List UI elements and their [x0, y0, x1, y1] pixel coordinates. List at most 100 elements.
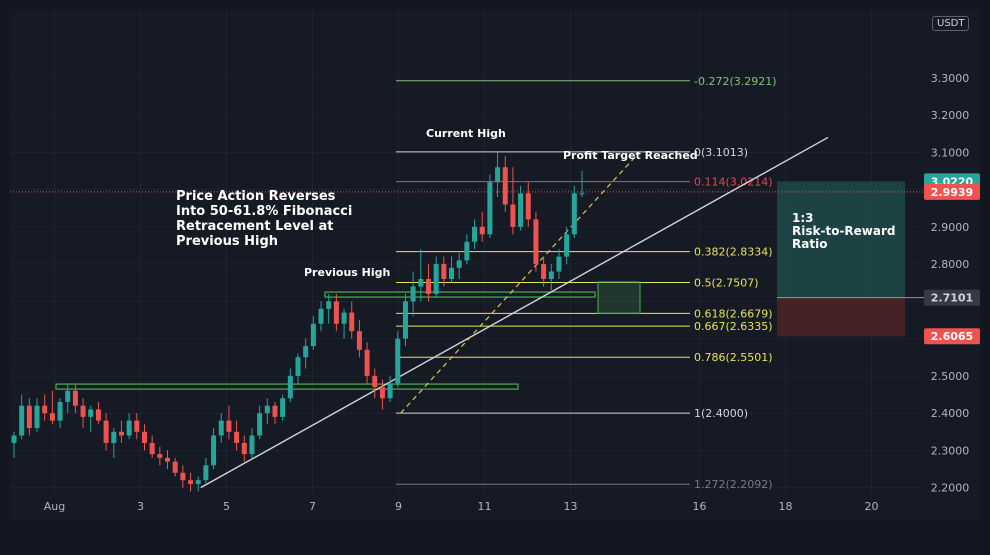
candle-body: [464, 241, 470, 261]
candle-body: [349, 312, 355, 332]
candle-body: [95, 409, 101, 421]
headline-text: Into 50-61.8% Fibonacci: [176, 204, 352, 219]
candle-body: [395, 338, 401, 384]
candle-body: [356, 331, 362, 350]
candle-body: [372, 375, 378, 388]
candle-body: [249, 435, 255, 455]
x-tick-label: 3: [137, 500, 144, 513]
candle-body: [287, 375, 293, 399]
candle-body: [303, 346, 309, 358]
candle-body: [80, 405, 86, 417]
candle-body: [295, 357, 301, 376]
candle-body: [19, 405, 25, 436]
ratio-label: Ratio: [792, 237, 827, 251]
candle-body: [425, 279, 431, 294]
candle-body: [441, 264, 447, 280]
currency-badge[interactable]: USDT: [932, 16, 970, 31]
candle-body: [326, 301, 332, 309]
candle-body: [203, 465, 209, 481]
price-tag-label: 2.7101: [931, 292, 973, 305]
candle-body: [34, 405, 40, 429]
candle-body: [126, 420, 132, 436]
candle-body: [487, 182, 493, 235]
candle-body: [149, 442, 155, 455]
y-tick-label: 2.4000: [931, 407, 970, 420]
x-tick-label: 5: [223, 500, 230, 513]
headline-text: Retracement Level at: [176, 219, 333, 234]
projection-line: [400, 151, 640, 414]
y-tick-label: 3.2000: [931, 109, 970, 122]
candle-body: [218, 420, 224, 436]
candle-body: [141, 431, 147, 443]
stop-zone: [777, 297, 905, 337]
candle-body: [272, 405, 278, 417]
price-tag-label: 2.9939: [931, 186, 973, 199]
fib-label: -0.272(3.2921): [694, 75, 777, 88]
y-tick-label: 3.1000: [931, 146, 970, 159]
ratio-label: Risk-to-Reward: [792, 224, 896, 238]
fib-label: 0.114(3.0214): [694, 176, 773, 189]
x-tick-label: 18: [779, 500, 793, 513]
y-tick-label: 3.3000: [931, 72, 970, 85]
candle-body: [280, 398, 286, 417]
candle-body: [456, 260, 462, 268]
x-tick-label: 16: [693, 500, 707, 513]
x-tick-label: 9: [395, 500, 402, 513]
fib-label: 1(2.4000): [694, 407, 748, 420]
y-tick-label: 2.2000: [931, 482, 970, 495]
target-zone: [777, 181, 905, 298]
candle-body: [571, 193, 577, 235]
fib-label: 0.5(2.7507): [694, 276, 759, 289]
chart-area[interactable]: Aug 3 5 7 9 11 13 16 18 20 1:3 Risk-to-Reward Ratio -…: [10, 10, 924, 520]
candle-body: [157, 454, 163, 458]
candle-body: [118, 431, 124, 436]
fib-label: 0.618(2.6679): [694, 307, 773, 320]
profit-target-label: Profit Target Reached: [563, 149, 698, 162]
candle-body: [433, 264, 439, 294]
entry-zone-box: [597, 281, 641, 314]
candle-body: [310, 323, 316, 347]
candle-body: [387, 383, 393, 399]
support-box-upper: [324, 291, 596, 298]
candle-body: [479, 226, 485, 235]
candle-body: [449, 267, 455, 280]
fib-label: 0.786(2.5501): [694, 351, 773, 364]
candle-body: [188, 480, 194, 484]
candle-body: [318, 308, 324, 324]
candle-body: [364, 349, 370, 376]
candle-body: [134, 420, 140, 432]
candle-body: [72, 390, 78, 406]
x-tick-label: 11: [478, 500, 492, 513]
price-axis[interactable]: 3.30003.20003.10003.00002.90002.80002.70…: [924, 10, 980, 520]
candle-body: [49, 413, 55, 421]
fib-label: 0.382(2.8334): [694, 246, 773, 259]
candle-body: [564, 234, 570, 257]
candle-body: [502, 167, 508, 205]
fib-label: 0(3.1013): [694, 146, 748, 159]
ratio-label: 1:3: [792, 211, 814, 225]
candle-body: [410, 286, 416, 302]
candle-body: [548, 271, 554, 280]
current-high-label: Current High: [426, 127, 506, 140]
trendline: [200, 136, 829, 489]
x-tick-label: 20: [865, 500, 879, 513]
candle-body: [257, 413, 263, 436]
candle-body: [57, 401, 63, 421]
x-tick-label: Aug: [44, 500, 65, 513]
headline-text: Previous High: [176, 234, 278, 249]
previous-high-label: Previous High: [304, 266, 390, 279]
candle-body: [556, 256, 562, 272]
support-box-lower: [55, 383, 519, 390]
candle-body: [472, 226, 478, 242]
candle-body: [180, 472, 186, 481]
y-tick-label: 2.3000: [931, 444, 970, 457]
candle-body: [111, 431, 117, 443]
candle-body: [211, 435, 217, 466]
candle-body: [510, 204, 516, 227]
price-tag-label: 2.6065: [931, 330, 973, 343]
fib-label: 1.272(2.2092): [694, 478, 773, 491]
candle-body: [172, 461, 178, 473]
headline-text: Price Action Reverses: [176, 189, 336, 204]
